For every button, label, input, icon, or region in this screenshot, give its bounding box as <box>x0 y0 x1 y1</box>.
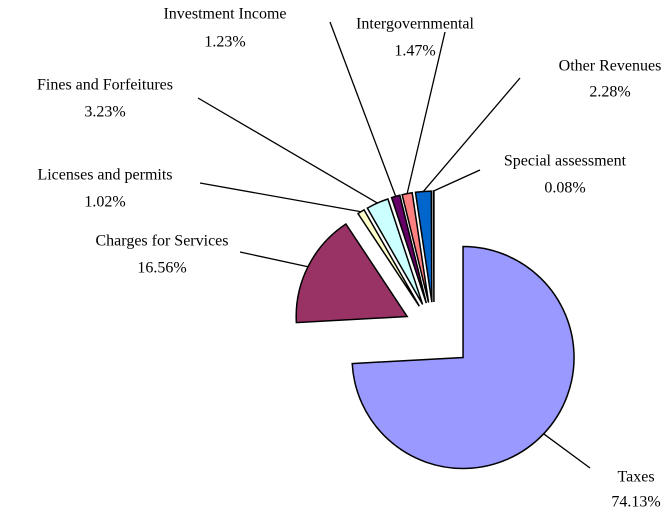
slice-label: 1.02% <box>84 194 125 211</box>
slice-name: Intergovernmental <box>356 16 474 33</box>
slice-name: Taxes <box>617 469 654 486</box>
slice-label: 1.23% <box>204 34 245 51</box>
leader-line <box>406 31 446 194</box>
slice-label: 2.28% <box>589 84 630 101</box>
slice-label: 1.47% <box>394 43 435 60</box>
leader-line <box>422 77 521 192</box>
slice <box>432 190 435 303</box>
slice-name: Charges for Services <box>96 233 229 250</box>
leader-line <box>239 251 309 268</box>
slice-label: 0.08% <box>544 180 585 197</box>
slice-name: Investment Income <box>163 6 286 23</box>
slice-name: Licenses and permits <box>37 167 172 184</box>
leader-line <box>433 169 481 192</box>
leader-line <box>199 182 362 213</box>
leader-line <box>543 433 591 469</box>
slice <box>390 194 428 304</box>
slice-name: Other Revenues <box>559 58 662 75</box>
slice-name: Special assessment <box>504 153 627 170</box>
slice <box>351 245 575 470</box>
slice-label: 74.13% <box>611 494 660 511</box>
slice-label: 3.23% <box>84 104 125 121</box>
slice-name: Fines and Forfeitures <box>37 77 173 94</box>
leader-line <box>197 97 378 204</box>
leader-line <box>329 21 397 197</box>
slice-label: 16.56% <box>137 260 186 277</box>
